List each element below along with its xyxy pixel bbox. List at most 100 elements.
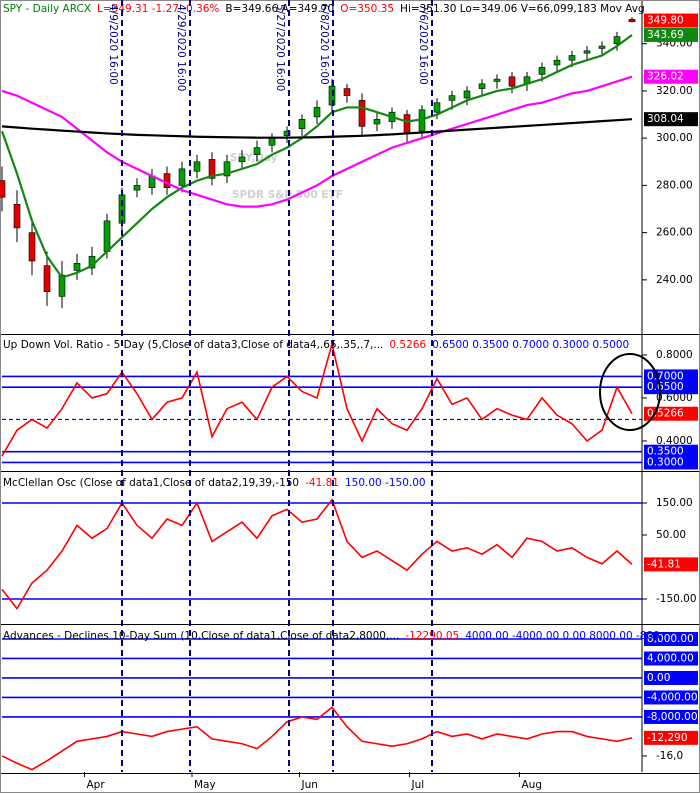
level-label: 4,000.00 — [647, 652, 694, 664]
level-label: 0.3000 — [647, 456, 684, 468]
level-label-box — [644, 651, 698, 666]
header-part: Advances - Declines 10-Day Sum (10,Close… — [3, 630, 399, 642]
candle-body — [253, 147, 261, 155]
header-part: McClellan Osc (Close of data1,Close of d… — [3, 477, 299, 489]
header-part: 150.00 -150.00 — [345, 477, 426, 489]
event-label: 5/27/2020 16:00 — [274, 4, 286, 91]
y-tick-label: 0.8000 — [656, 349, 693, 361]
header-part: 4000.00 -4000.00 0.00 8000.00 -800 — [465, 630, 660, 642]
candle-body — [313, 107, 321, 118]
series-line — [1, 343, 633, 457]
level-label-box — [644, 631, 698, 646]
candle-body — [163, 173, 171, 189]
event-label: 4/9/2020 16:00 — [107, 4, 119, 85]
price-marker: 349.80 — [647, 15, 684, 27]
level-label-box — [644, 709, 698, 724]
series-line — [1, 498, 633, 611]
level-label: -4,000.00 — [647, 691, 698, 703]
candle-body — [628, 18, 636, 23]
y-tick-label: 150.00 — [656, 497, 693, 509]
y-tick-label: 240.00 — [656, 274, 693, 286]
series-end-label-box — [644, 69, 698, 84]
candle-body — [403, 114, 411, 134]
event-label: 6/8/2020 16:00 — [318, 4, 330, 85]
candle-body — [58, 274, 66, 297]
candle-body — [373, 118, 381, 125]
watermark: SPDR S&P 500 ETF — [232, 189, 343, 201]
candle-body — [73, 263, 81, 271]
candle-body — [613, 36, 621, 44]
event-label: 4/29/2020 16:00 — [175, 4, 187, 91]
level-label: 0.6500 — [647, 381, 684, 393]
series-end-label: 326.02 — [647, 71, 684, 83]
series-line — [0, 34, 633, 279]
panel-header: Advances - Declines 10-Day Sum (10,Close… — [3, 630, 660, 642]
header-part: B=349.66 A=349.70 — [225, 3, 334, 15]
header-part: 0.5266 — [389, 339, 426, 351]
series-end-label: -12,290 — [647, 732, 688, 744]
candle-body — [103, 220, 111, 252]
candle-body — [238, 156, 246, 163]
candle-body — [133, 185, 141, 191]
candle-body — [208, 159, 216, 179]
candle-body — [193, 161, 201, 172]
header-part: -41.81 — [305, 477, 339, 489]
candle-body — [508, 76, 516, 87]
candle-body — [433, 102, 441, 113]
candle-body — [583, 50, 591, 54]
series-end-label: 308.04 — [647, 113, 684, 125]
event-label: 7/6/2020 16:00 — [417, 4, 429, 85]
series-line — [1, 706, 633, 771]
x-tick-label: Jun — [301, 779, 318, 791]
candle-body — [343, 88, 351, 96]
y-tick-label: -16,0 — [656, 750, 683, 762]
level-label-box — [644, 369, 698, 384]
y-tick-label: -150.00 — [656, 593, 697, 605]
level-label: 0.00 — [647, 672, 670, 684]
x-tick-label: Jul — [411, 779, 425, 791]
candle-body — [43, 265, 51, 292]
candle-body — [358, 100, 366, 127]
candle-body — [268, 137, 276, 146]
candle-body — [463, 90, 471, 99]
panel-header: McClellan Osc (Close of data1,Close of d… — [3, 477, 426, 489]
header-part: L=349.31 -1.27 -0.36% — [97, 3, 219, 15]
candle-body — [178, 168, 186, 186]
y-tick-label: 50.00 — [656, 529, 686, 541]
candle-body — [493, 78, 501, 82]
candle-body — [298, 118, 306, 130]
candle-body — [118, 194, 126, 224]
candle-body — [13, 203, 21, 229]
panel-header: Up Down Vol. Ratio - 5 Day (5,Close of d… — [3, 339, 629, 351]
candle-body — [553, 59, 561, 66]
series-line — [1, 118, 633, 139]
series-end-label-box — [644, 27, 698, 42]
header-part: Up Down Vol. Ratio - 5 Day (5,Close of d… — [3, 339, 383, 351]
candle-body — [448, 95, 456, 101]
level-label-box — [644, 380, 698, 395]
y-tick-label: 320.00 — [656, 85, 693, 97]
level-label: -8,000.00 — [647, 711, 698, 723]
candle-body — [223, 161, 231, 177]
y-tick-label: 0.4000 — [656, 435, 693, 447]
candle-body — [0, 180, 6, 198]
candle-body — [568, 55, 576, 61]
panel-header: SPY - Daily ARCX L=349.31 -1.27 -0.36% B=3… — [3, 3, 645, 15]
candle-body — [538, 67, 546, 75]
candle-body — [28, 232, 36, 262]
level-label-box — [644, 444, 698, 459]
level-label: 0.3500 — [647, 446, 684, 458]
x-tick-label: May — [194, 779, 216, 791]
header-part: SPY - Daily ARCX — [3, 3, 91, 15]
x-tick-label: Aug — [522, 779, 543, 791]
y-tick-label: 280.00 — [656, 179, 693, 191]
level-label-box — [644, 670, 698, 685]
level-label-box — [644, 690, 698, 705]
series-end-label-box — [644, 557, 698, 572]
header-part: Hi=351.30 Lo=349.06 V=66,099,183 Mov Avg — [400, 3, 645, 15]
level-label-box — [644, 455, 698, 470]
candle-body — [478, 83, 486, 89]
